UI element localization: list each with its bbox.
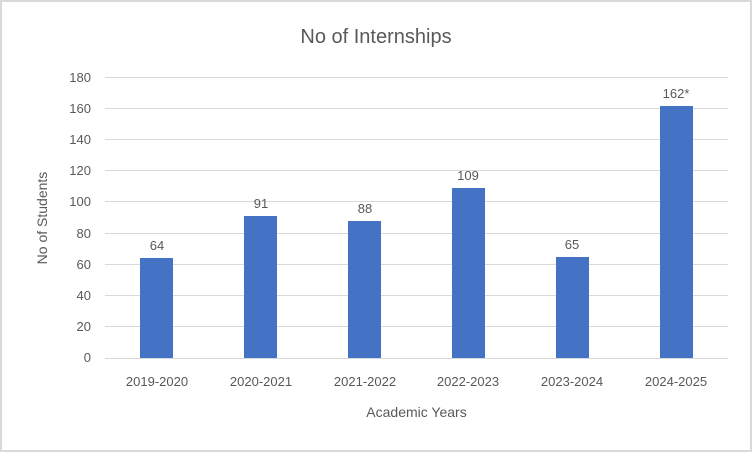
y-axis-tick-label: 140 [69,132,91,148]
x-axis-tick-label: 2019-2020 [125,374,189,389]
gridline [105,201,728,203]
y-axis-title: No of Students [34,171,50,265]
y-axis-tick-label: 60 [76,256,91,272]
bar-2021-2022 [348,221,381,358]
x-axis-tick-label: 2021-2022 [333,374,397,389]
gridline [105,232,728,234]
x-axis-title: Academic Years [366,404,467,420]
x-axis-tick-label: 2022-2023 [436,374,500,389]
gridline [105,263,728,265]
y-axis-tick-label: 40 [76,287,91,303]
data-label-2022-2023: 109 [457,168,479,183]
data-label-2024-2025: 162* [662,86,690,101]
data-label-2021-2022: 88 [357,201,373,216]
gridline [105,108,728,110]
gridline [105,77,728,78]
data-label-2020-2021: 91 [253,196,269,211]
gridline [105,294,728,296]
plot-area: 64 91 88 109 65 162* [105,77,728,359]
data-label-2023-2024: 65 [564,237,580,252]
y-axis-tick-label: 160 [69,101,91,117]
bar-2022-2023 [452,188,485,358]
bar-2020-2021 [244,216,277,358]
gridline [105,170,728,172]
bar-2019-2020 [140,258,173,358]
gridline [105,139,728,141]
bar-2024-2025 [660,106,693,358]
y-axis-tick-label: 100 [69,194,91,210]
bar-2023-2024 [556,257,589,358]
x-axis-tick-label: 2024-2025 [644,374,708,389]
data-label-2019-2020: 64 [149,238,165,253]
y-axis-tick-label: 180 [69,70,91,85]
x-axis-tick-label: 2020-2021 [229,374,293,389]
gridline [105,325,728,327]
y-axis-tick-label: 0 [83,350,91,365]
y-axis-tick-label: 80 [76,225,91,241]
chart-title: No of Internships [300,26,452,48]
y-axis-tick-label: 20 [76,318,91,334]
x-axis-tick-label: 2023-2024 [540,374,604,389]
y-axis-tick-label: 120 [69,163,91,179]
